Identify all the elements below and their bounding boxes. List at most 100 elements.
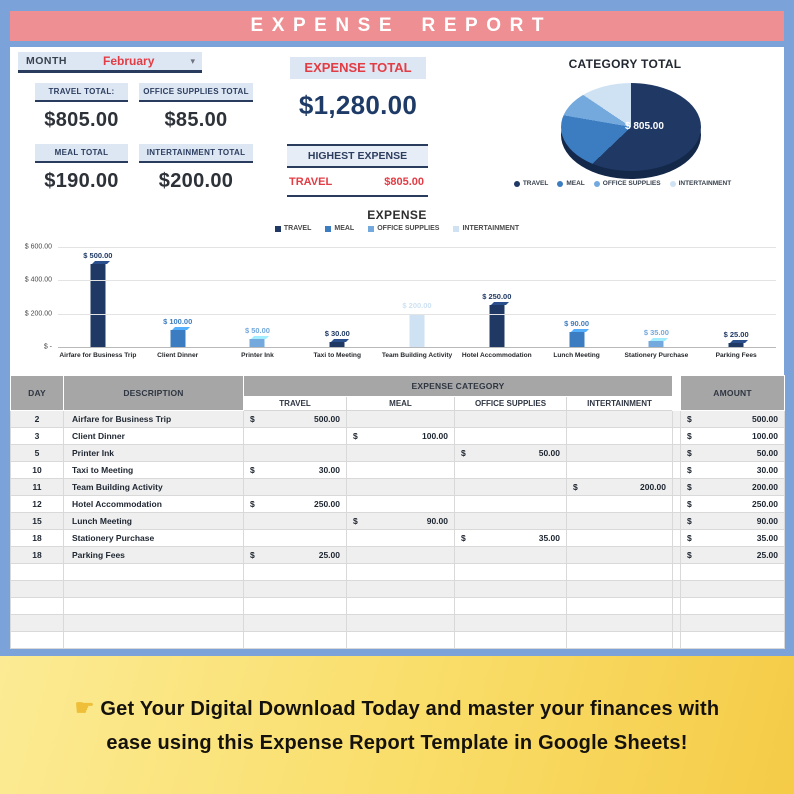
cell-office-supplies[interactable]: $35.00	[454, 529, 567, 547]
cell-intertainment[interactable]: $200.00	[565, 478, 674, 496]
cell-office-supplies[interactable]	[454, 597, 567, 615]
cell-description[interactable]: Client Dinner	[63, 427, 244, 445]
cell-travel[interactable]: $25.00	[243, 546, 347, 564]
cell-amount[interactable]: $50.00	[680, 444, 786, 462]
cell-office-supplies[interactable]	[454, 495, 567, 513]
cell-description[interactable]: Stationery Purchase	[63, 529, 244, 547]
cell-day[interactable]	[10, 614, 64, 632]
cell-intertainment[interactable]	[565, 546, 674, 564]
cell-amount[interactable]: $90.00	[680, 512, 786, 530]
cell-office-supplies[interactable]	[454, 546, 567, 564]
header-expense-category[interactable]: EXPENSE CATEGORY	[242, 375, 674, 397]
header-amount[interactable]: AMOUNT	[680, 375, 786, 411]
header-intertainment[interactable]: INTERTAINMENT	[565, 396, 674, 411]
cell-description[interactable]: Parking Fees	[63, 546, 244, 564]
cell-day[interactable]: 3	[10, 427, 64, 445]
chevron-down-icon[interactable]: ▾	[190, 55, 195, 66]
month-selector[interactable]: MONTH February ▾	[18, 52, 202, 73]
cell-day[interactable]	[10, 563, 64, 581]
cell-intertainment[interactable]	[565, 563, 674, 581]
cell-amount[interactable]	[680, 580, 786, 598]
cell-amount[interactable]: $35.00	[680, 529, 786, 547]
cell-travel[interactable]	[243, 580, 347, 598]
cell-travel[interactable]: $500.00	[243, 410, 347, 428]
cell-intertainment[interactable]	[565, 580, 674, 598]
cell-meal[interactable]	[346, 529, 455, 547]
cell-description[interactable]	[63, 597, 244, 615]
cell-amount[interactable]: $500.00	[680, 410, 786, 428]
cell-amount[interactable]: $250.00	[680, 495, 786, 513]
cell-travel[interactable]	[243, 614, 347, 632]
cell-office-supplies[interactable]	[454, 580, 567, 598]
header-description[interactable]: DESCRIPTION	[63, 375, 244, 411]
cell-office-supplies[interactable]: $50.00	[454, 444, 567, 462]
header-day[interactable]: DAY	[10, 375, 64, 411]
cell-day[interactable]: 12	[10, 495, 64, 513]
cell-meal[interactable]: $90.00	[346, 512, 455, 530]
cell-amount[interactable]	[680, 563, 786, 581]
cell-day[interactable]: 18	[10, 529, 64, 547]
cell-amount[interactable]	[680, 597, 786, 615]
cell-meal[interactable]	[346, 614, 455, 632]
cell-intertainment[interactable]	[565, 444, 674, 462]
header-office-supplies[interactable]: OFFICE SUPPLIES	[454, 396, 567, 411]
cell-day[interactable]	[10, 597, 64, 615]
cell-description[interactable]	[63, 563, 244, 581]
cell-intertainment[interactable]	[565, 631, 674, 649]
cell-day[interactable]	[10, 631, 64, 649]
cell-intertainment[interactable]	[565, 410, 674, 428]
cell-amount[interactable]: $25.00	[680, 546, 786, 564]
cell-intertainment[interactable]	[565, 529, 674, 547]
cell-intertainment[interactable]	[565, 614, 674, 632]
cell-description[interactable]	[63, 631, 244, 649]
cell-travel[interactable]	[243, 444, 347, 462]
cell-meal[interactable]	[346, 597, 455, 615]
cell-meal[interactable]	[346, 580, 455, 598]
cell-day[interactable]: 5	[10, 444, 64, 462]
cell-meal[interactable]	[346, 461, 455, 479]
cell-day[interactable]: 2	[10, 410, 64, 428]
cell-travel[interactable]	[243, 563, 347, 581]
cell-description[interactable]: Team Building Activity	[63, 478, 244, 496]
cell-office-supplies[interactable]	[454, 427, 567, 445]
cell-travel[interactable]	[243, 529, 347, 547]
cell-intertainment[interactable]	[565, 427, 674, 445]
cell-meal[interactable]	[346, 631, 455, 649]
cell-meal[interactable]: $100.00	[346, 427, 455, 445]
cell-day[interactable]: 15	[10, 512, 64, 530]
cell-day[interactable]	[10, 580, 64, 598]
cell-meal[interactable]	[346, 546, 455, 564]
cell-travel[interactable]: $30.00	[243, 461, 347, 479]
cell-meal[interactable]	[346, 478, 455, 496]
cell-office-supplies[interactable]	[454, 614, 567, 632]
cell-intertainment[interactable]	[565, 597, 674, 615]
cell-description[interactable]: Airfare for Business Trip	[63, 410, 244, 428]
cell-amount[interactable]	[680, 614, 786, 632]
cell-description[interactable]	[63, 614, 244, 632]
cell-intertainment[interactable]	[565, 461, 674, 479]
cell-meal[interactable]	[346, 444, 455, 462]
cell-office-supplies[interactable]	[454, 512, 567, 530]
cell-intertainment[interactable]	[565, 495, 674, 513]
cell-amount[interactable]: $100.00	[680, 427, 786, 445]
cell-office-supplies[interactable]	[454, 461, 567, 479]
cell-meal[interactable]	[346, 410, 455, 428]
cell-office-supplies[interactable]	[454, 410, 567, 428]
cell-amount[interactable]	[680, 631, 786, 649]
cell-description[interactable]: Hotel Accommodation	[63, 495, 244, 513]
header-meal[interactable]: MEAL	[346, 396, 455, 411]
cell-office-supplies[interactable]	[454, 478, 567, 496]
cell-description[interactable]	[63, 580, 244, 598]
cell-day[interactable]: 10	[10, 461, 64, 479]
cell-travel[interactable]	[243, 631, 347, 649]
cell-day[interactable]: 11	[10, 478, 64, 496]
cell-office-supplies[interactable]	[454, 631, 567, 649]
cell-travel[interactable]	[243, 478, 347, 496]
cell-travel[interactable]	[243, 597, 347, 615]
cell-day[interactable]: 18	[10, 546, 64, 564]
cell-travel[interactable]	[243, 512, 347, 530]
cell-travel[interactable]: $250.00	[243, 495, 347, 513]
cell-description[interactable]: Lunch Meeting	[63, 512, 244, 530]
cell-amount[interactable]: $200.00	[680, 478, 786, 496]
cell-description[interactable]: Printer Ink	[63, 444, 244, 462]
